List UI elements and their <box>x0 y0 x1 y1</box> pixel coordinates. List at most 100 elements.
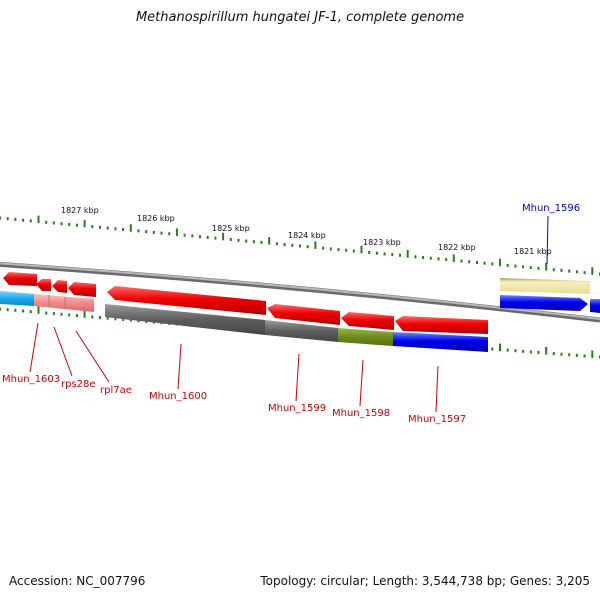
feature-bars <box>0 278 590 352</box>
ruler-minor-tick <box>460 259 463 263</box>
ruler-minor-tick <box>6 308 9 312</box>
ruler-minor-tick <box>383 252 386 256</box>
ruler-major-tick <box>499 343 501 352</box>
gene-label[interactable]: Mhun_1598 <box>332 408 390 419</box>
ruler-minor-tick <box>122 318 125 321</box>
ruler-minor-tick <box>491 347 494 351</box>
gene-arrow[interactable] <box>36 279 51 291</box>
ruler-minor-tick <box>283 243 286 247</box>
ruler-minor-tick <box>29 310 32 314</box>
ruler-minor-tick <box>537 266 540 270</box>
kbp-label: 1823 kbp <box>363 238 401 247</box>
gene-arrow[interactable] <box>395 316 488 334</box>
ruler-minor-tick <box>391 253 394 257</box>
ruler-minor-tick <box>575 353 578 357</box>
ruler-major-tick <box>83 310 86 318</box>
ruler-minor-tick <box>99 316 101 320</box>
ruler-minor-tick <box>6 217 9 221</box>
feature-bar[interactable] <box>393 332 488 352</box>
ruler-major-tick <box>406 250 409 258</box>
ruler-minor-tick <box>337 248 340 252</box>
ruler-minor-tick <box>68 223 71 226</box>
feature-bar[interactable] <box>338 328 393 346</box>
ruler-minor-tick <box>329 247 332 251</box>
ruler-major-tick <box>175 228 178 236</box>
ruler-minor-tick <box>137 229 140 233</box>
ruler-minor-tick <box>29 219 32 223</box>
gene-label[interactable]: Mhun_1597 <box>408 414 466 425</box>
ruler-minor-tick <box>529 266 532 269</box>
ruler-minor-tick <box>229 238 232 241</box>
kbp-label: 1827 kbp <box>61 206 99 215</box>
ruler-minor-tick <box>191 234 194 238</box>
genome-summary-text: Topology: circular; Length: 3,544,738 bp… <box>260 574 590 588</box>
ruler-minor-tick <box>60 222 63 226</box>
ruler-major-tick <box>37 215 40 224</box>
gene-label[interactable]: Mhun_1600 <box>149 391 207 402</box>
ruler-minor-tick <box>352 249 355 253</box>
kbp-label: 1825 kbp <box>212 224 250 233</box>
ruler-minor-tick <box>22 218 25 222</box>
gene-arrow[interactable] <box>68 282 96 297</box>
ruler-minor-tick <box>583 271 586 275</box>
ruler-minor-tick <box>445 258 448 262</box>
gene-arrow[interactable] <box>107 286 266 315</box>
ruler-minor-tick <box>91 225 94 229</box>
ruler-major-tick <box>499 258 501 267</box>
ruler-minor-tick <box>22 309 25 313</box>
ruler-minor-tick <box>291 243 294 247</box>
ruler-minor-tick <box>414 255 417 259</box>
ruler-major-tick <box>268 237 271 245</box>
ruler-minor-tick <box>99 225 101 229</box>
gene-arrow[interactable] <box>341 312 394 330</box>
ruler-minor-tick <box>0 307 1 311</box>
feature-bar[interactable] <box>500 278 590 294</box>
ruler-minor-tick <box>214 236 217 240</box>
feature-bar[interactable] <box>34 294 94 312</box>
kbp-labels: 1827 kbp 1826 kbp 1825 kbp 1824 kbp 1823… <box>61 206 552 256</box>
ruler-minor-tick <box>114 227 117 231</box>
ruler-minor-tick <box>560 352 563 356</box>
gene-arrow-forward[interactable] <box>500 295 588 311</box>
gene-arrow-forward[interactable] <box>590 299 600 313</box>
ruler-minor-tick <box>45 311 48 315</box>
ruler-minor-tick <box>75 223 78 227</box>
ruler-minor-tick <box>506 263 509 267</box>
feature-bar[interactable] <box>265 320 338 342</box>
ruler-minor-tick <box>106 316 109 320</box>
ruler-major-tick <box>129 224 132 232</box>
ruler-minor-tick <box>399 253 401 257</box>
ruler-minor-tick <box>552 268 555 272</box>
ruler-major-tick <box>545 347 548 355</box>
gene-label[interactable]: Mhun_1599 <box>268 403 326 414</box>
gene-label[interactable]: Mhun_1596 <box>522 203 580 214</box>
ruler-minor-tick <box>514 349 517 353</box>
ruler-minor-tick <box>75 314 78 318</box>
gene-arrow[interactable] <box>267 304 340 325</box>
ruler-minor-tick <box>206 235 209 239</box>
ruler-minor-tick <box>529 350 532 354</box>
ruler-minor-tick <box>483 261 486 265</box>
feature-bar[interactable] <box>0 291 34 306</box>
ruler-minor-tick <box>429 256 432 260</box>
ruler-major-tick <box>545 263 548 271</box>
gene-label[interactable]: Mhun_1603 <box>2 374 60 385</box>
ruler-minor-tick <box>91 315 94 319</box>
ruler-minor-tick <box>152 230 155 234</box>
ruler-minor-tick <box>168 232 171 236</box>
ruler-minor-tick <box>468 260 471 264</box>
feature-bar[interactable] <box>105 304 265 335</box>
gene-label[interactable]: rps28e <box>61 379 96 390</box>
ruler-minor-tick <box>506 348 509 352</box>
gene-arrow[interactable] <box>3 272 37 286</box>
gene-arrow[interactable] <box>52 280 67 293</box>
genome-title: Methanospirillum hungatei JF-1, complete… <box>135 10 465 25</box>
ruler-minor-tick <box>537 350 540 354</box>
ruler-minor-tick <box>122 228 125 231</box>
ruler-minor-tick <box>345 248 348 252</box>
ruler-minor-tick <box>375 251 378 255</box>
gene-label[interactable]: rpl7ae <box>100 385 132 396</box>
ruler-minor-tick <box>568 353 571 357</box>
ruler-minor-tick <box>237 238 240 242</box>
